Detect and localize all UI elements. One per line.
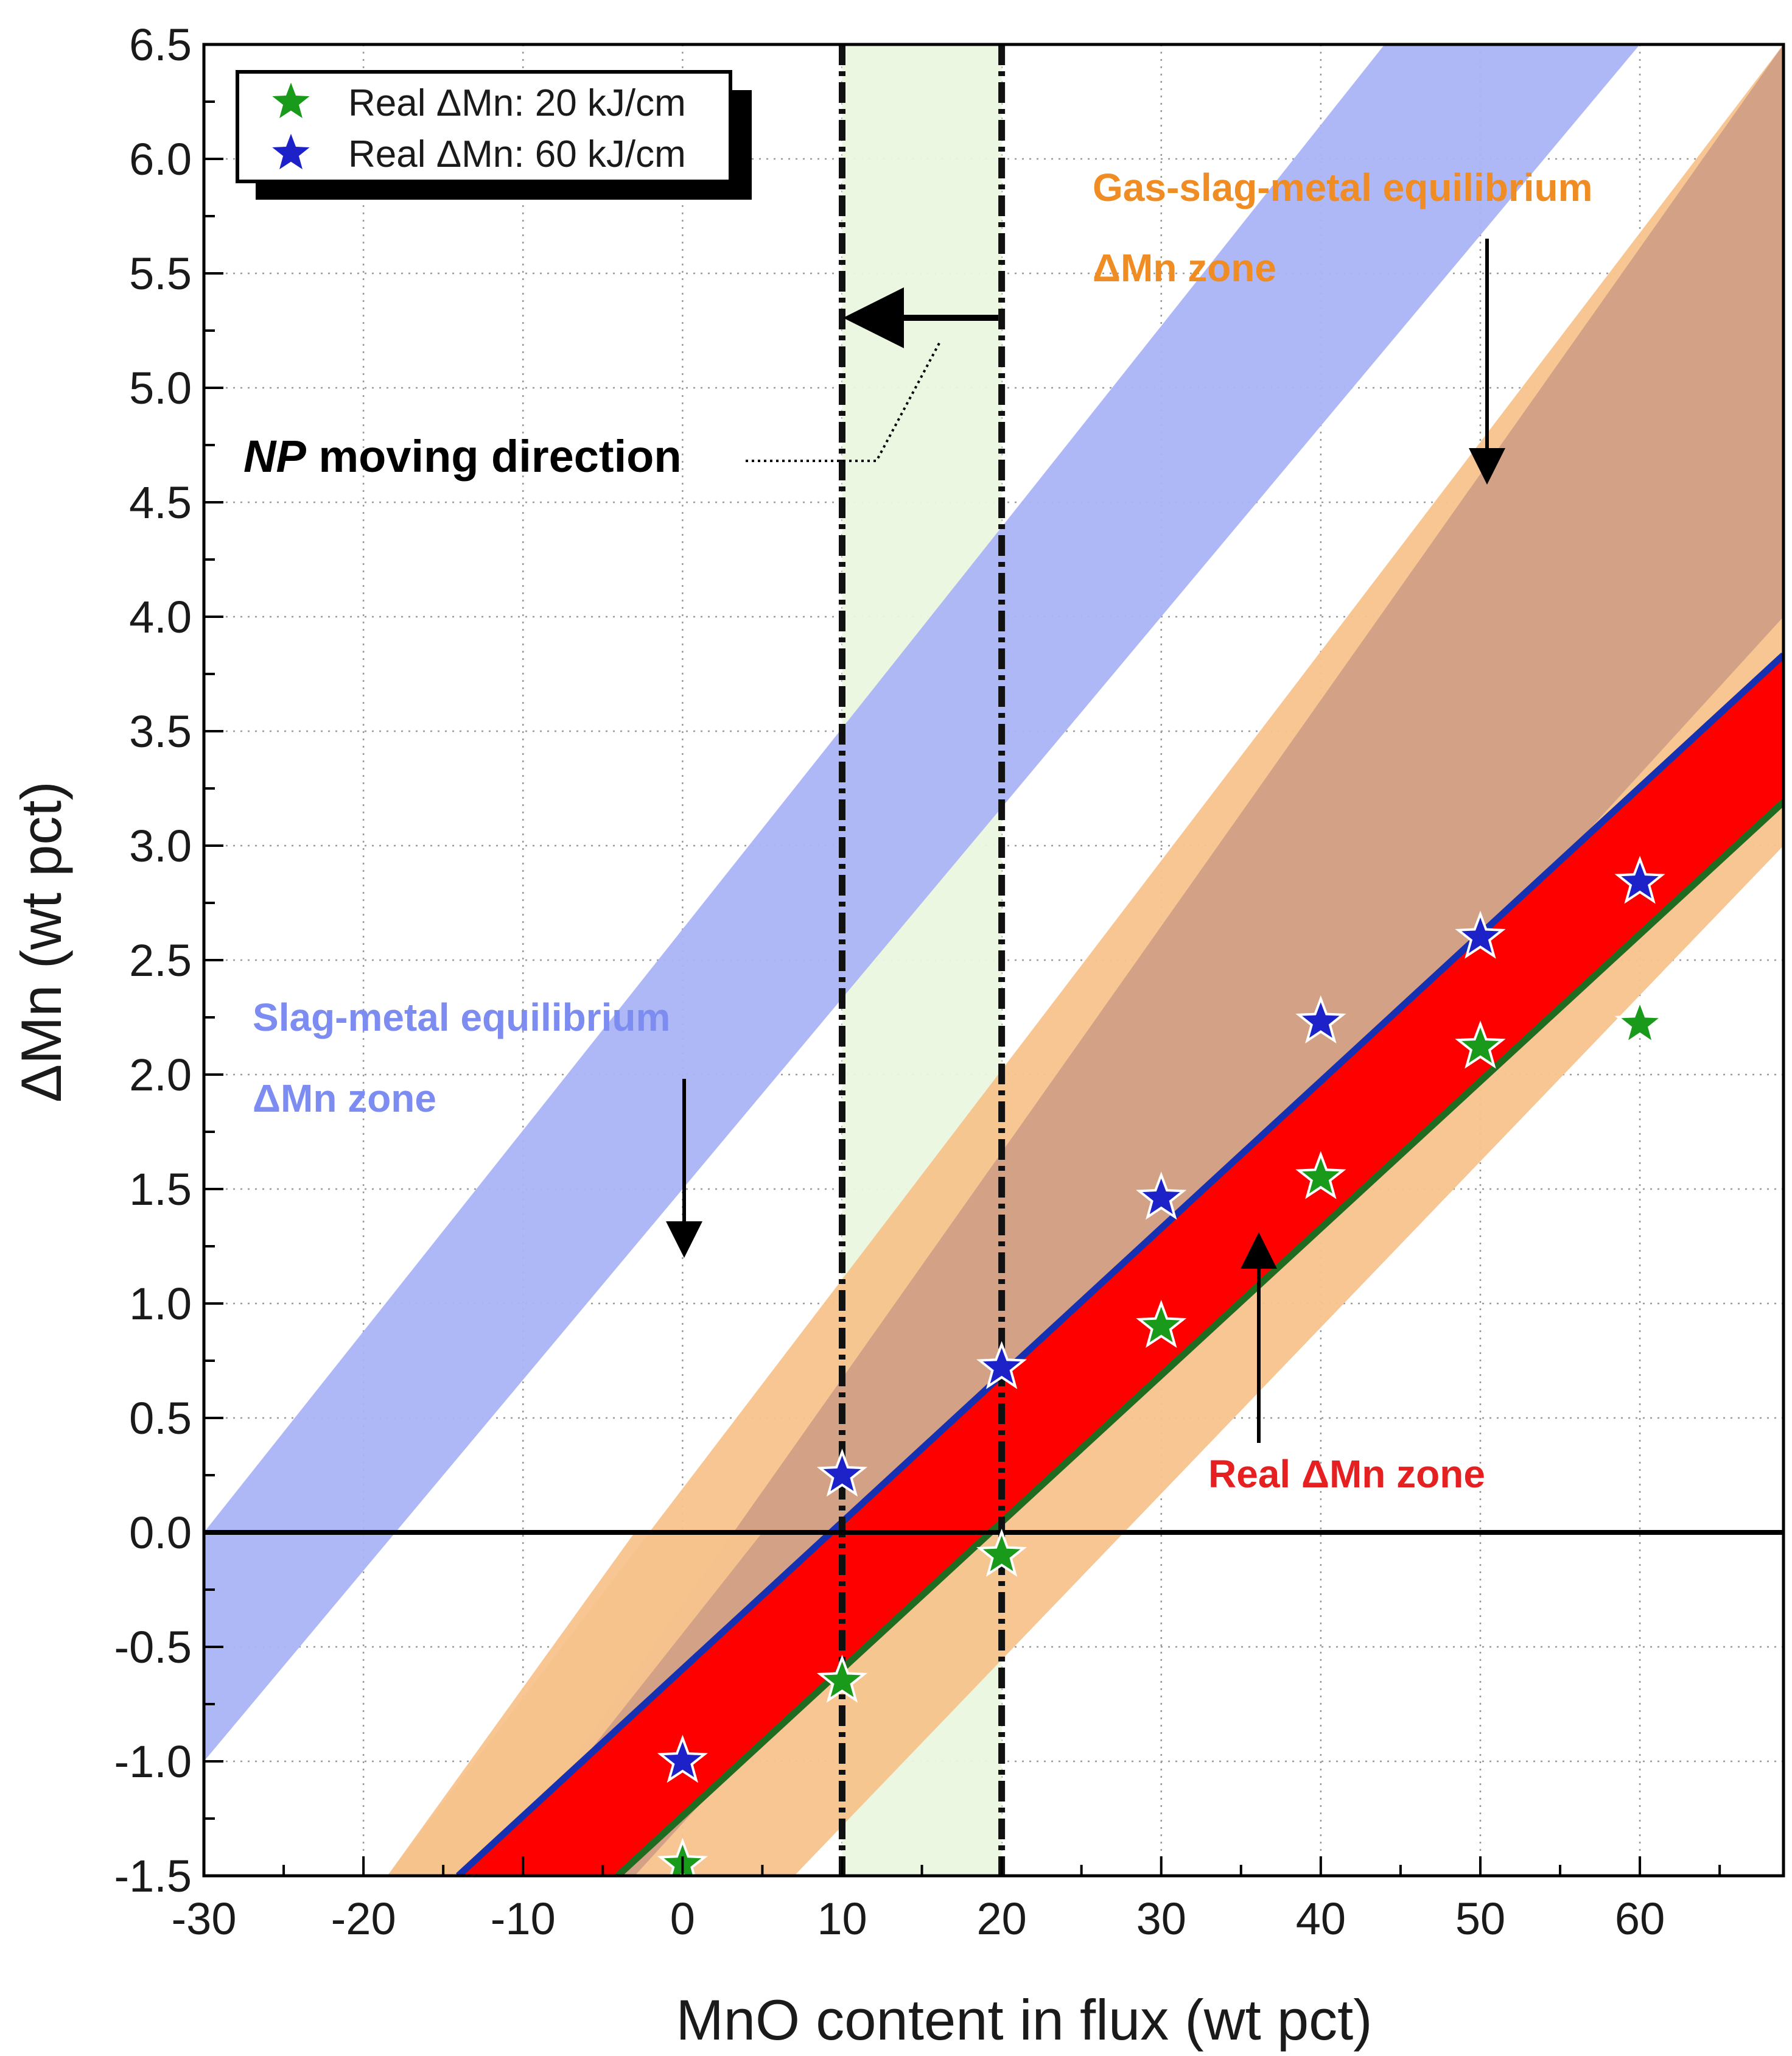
y-tick-label: 0.5: [129, 1393, 192, 1444]
data-point-star: [976, 1341, 1027, 1389]
np-leader-line: [746, 340, 942, 462]
y-tick-label: 3.5: [129, 706, 192, 757]
legend-label: Real ΔMn: 20 kJ/cm: [348, 82, 686, 124]
gas-slag-metal-tail: [387, 1532, 763, 1876]
x-tick-label: -10: [491, 1893, 556, 1944]
slag-zone-label-line1: Slag-metal equilibrium: [253, 995, 670, 1039]
data-point-star: [1455, 910, 1506, 959]
np-moving-direction-label: NP moving direction: [243, 431, 682, 482]
x-tick-label: 0: [670, 1893, 695, 1944]
data-point-star: [1136, 1171, 1187, 1220]
data-point-star: [816, 1448, 868, 1497]
data-point-star: [1614, 997, 1665, 1046]
real-lower-line: [615, 799, 1783, 1876]
y-tick-label: 1.5: [129, 1164, 192, 1215]
x-tick-label: 10: [817, 1893, 867, 1944]
real-upper-line: [455, 652, 1783, 1876]
slag-zone-label-line2: ΔMn zone: [253, 1076, 436, 1120]
y-tick-label: 2.5: [129, 935, 192, 986]
y-tick-label: 4.0: [129, 592, 192, 642]
y-tick-label: 6.5: [129, 19, 192, 70]
x-tick-label: 20: [976, 1893, 1026, 1944]
data-point-star: [1295, 1151, 1346, 1199]
real-zone-label: Real ΔMn zone: [1208, 1452, 1485, 1496]
x-tick-label: 50: [1455, 1893, 1505, 1944]
y-tick-label: -1.5: [114, 1851, 192, 1901]
y-tick-label: 2.0: [129, 1050, 192, 1100]
gas-slag-metal-core-zone: [491, 44, 1783, 1876]
y-tick-label: 0.0: [129, 1507, 192, 1558]
data-point-star: [1136, 1299, 1187, 1348]
x-tick-label: -20: [331, 1893, 396, 1944]
data-point-star: [1614, 855, 1665, 904]
x-tick-label: -30: [172, 1893, 237, 1944]
np-label-rest: moving direction: [306, 431, 682, 482]
y-tick-label: 5.0: [129, 363, 192, 413]
y-tick-label: -1.0: [114, 1736, 192, 1787]
gas-zone-label-line2: ΔMn zone: [1093, 246, 1276, 290]
legend-star-icon: [265, 75, 317, 124]
gas-slag-metal-zone: [387, 44, 1783, 1876]
data-point-star: [1295, 995, 1346, 1044]
y-tick-label: 4.5: [129, 477, 192, 528]
gas-zone-label-line1: Gas-slag-metal equilibrium: [1093, 166, 1593, 209]
np-label-italic: NP: [243, 431, 306, 482]
data-point-star: [1455, 1020, 1506, 1069]
y-tick-label: 6.0: [129, 134, 192, 184]
x-axis-title: MnO content in flux (wt pct): [676, 1988, 1372, 2052]
x-tick-label: 60: [1615, 1893, 1665, 1944]
x-tick-label: 40: [1296, 1893, 1346, 1944]
legend-star-icon: [265, 127, 317, 175]
slag-metal-zone: [204, 44, 1640, 1762]
y-tick-label: 3.0: [129, 821, 192, 871]
legend-label: Real ΔMn: 60 kJ/cm: [348, 133, 686, 175]
y-tick-label: -0.5: [114, 1622, 192, 1672]
data-point-star: [976, 1528, 1027, 1577]
y-tick-label: 5.5: [129, 248, 192, 299]
x-tick-label: 30: [1136, 1893, 1186, 1944]
legend-box: [236, 70, 732, 183]
y-axis-title: ΔMn (wt pct): [9, 781, 73, 1103]
data-point-star: [657, 1735, 708, 1783]
data-point-star: [816, 1654, 868, 1703]
y-tick-label: 1.0: [129, 1279, 192, 1329]
